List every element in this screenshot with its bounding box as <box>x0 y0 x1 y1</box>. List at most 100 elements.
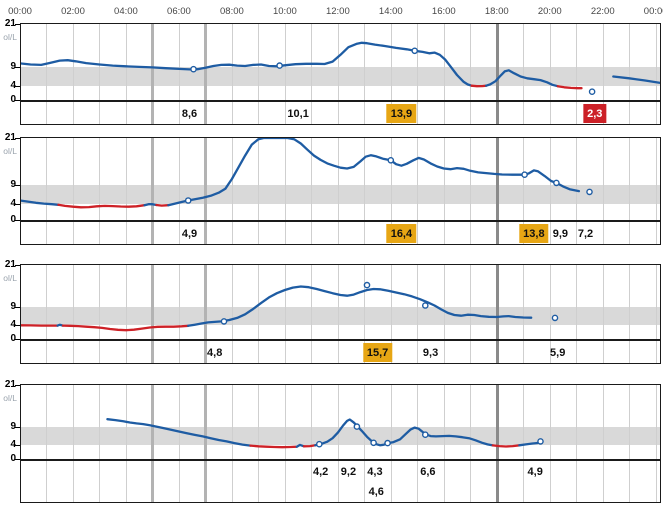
hour-gridline <box>179 138 180 220</box>
hour-gridline <box>656 461 657 503</box>
hour-gridline <box>576 24 577 100</box>
hour-gridline <box>126 138 127 220</box>
y-axis-label: 0 <box>10 94 16 105</box>
hour-gridline <box>629 102 630 125</box>
sensor-glucose-day-4-curve <box>106 418 544 449</box>
meter-value-high: 15,7 <box>362 343 393 362</box>
hour-gridline <box>391 265 392 339</box>
hour-gridline <box>444 341 445 364</box>
y-axis-tick <box>15 100 20 101</box>
hour-gridline <box>364 222 365 245</box>
zero-baseline <box>20 459 661 461</box>
bg-reading-marker <box>411 47 419 55</box>
y-axis-unit-label: ol/L <box>3 273 17 283</box>
hour-gridline <box>151 222 154 245</box>
hour-gridline <box>204 385 207 459</box>
hour-gridline <box>258 385 259 459</box>
y-axis-label: 9 <box>10 421 16 433</box>
glucose-trace <box>57 203 146 209</box>
chart-frame <box>20 264 661 364</box>
hour-gridline <box>338 461 339 503</box>
hour-gridline <box>46 385 47 459</box>
hour-gridline <box>550 265 551 339</box>
y-axis-label: 21 <box>4 259 16 270</box>
bg-reading-marker <box>421 302 429 309</box>
hour-gridline <box>338 265 339 339</box>
hour-gridline <box>73 222 74 245</box>
hour-gridline <box>204 265 207 339</box>
sensor-glucose-day-1-row: 21 9 4 0 ol/L 8,6 10,1 13,9 2,3 <box>0 19 663 125</box>
hour-gridline <box>285 265 286 339</box>
hour-gridline <box>99 138 100 220</box>
hour-gridline <box>232 24 233 100</box>
y-axis-label: 4 <box>10 79 16 91</box>
time-axis-label: 02:00 <box>61 6 85 17</box>
hour-gridline <box>364 24 365 100</box>
bg-reading-marker <box>315 440 323 448</box>
time-axis: 00:00 02:00 04:00 06:00 08:00 10:00 12:00 14:00… <box>0 6 663 21</box>
hour-gridline <box>204 138 207 220</box>
meter-value-normal: 10,1 <box>287 107 309 120</box>
hour-gridline <box>285 341 286 364</box>
hour-gridline <box>364 265 365 339</box>
y-axis-tick <box>15 24 20 25</box>
hour-gridline <box>364 461 365 503</box>
hour-gridline <box>444 138 445 220</box>
meter-value-normal: 6,6 <box>420 465 436 478</box>
glucose-trace <box>20 199 60 206</box>
hour-gridline <box>417 138 418 220</box>
y-axis-tick <box>15 385 20 386</box>
hour-gridline <box>444 102 445 125</box>
bg-reading-marker <box>384 439 391 447</box>
glucose-trace <box>61 324 190 332</box>
target-range-band <box>20 184 661 205</box>
hour-gridline <box>73 341 74 364</box>
time-axis-label: 08:00 <box>220 6 244 17</box>
sensor-glucose-day-2-row: 21 9 4 0 ol/L 4,9 16,4 13,8 9,9 7,2 <box>0 133 663 245</box>
hour-gridline <box>603 341 604 364</box>
hour-gridline <box>204 341 207 364</box>
hour-gridline <box>656 341 657 364</box>
hour-gridline <box>46 138 47 220</box>
glucose-trace <box>485 69 559 88</box>
hour-gridline <box>151 24 154 100</box>
meter-value-normal: 4,6 <box>368 485 384 498</box>
hour-gridline <box>258 138 259 220</box>
bg-reading-marker <box>537 438 544 445</box>
bg-reading-marker <box>353 423 361 430</box>
hour-gridline <box>417 24 418 100</box>
meter-value-high: 13,9 <box>386 104 417 123</box>
hour-gridline <box>46 461 47 503</box>
y-axis-tick <box>15 265 20 266</box>
hour-gridline <box>232 341 233 364</box>
hour-gridline <box>496 341 499 364</box>
glucose-trace <box>302 444 317 448</box>
hour-gridline <box>99 102 100 125</box>
hour-gridline <box>629 265 630 339</box>
hour-gridline <box>126 24 127 100</box>
y-axis-tick <box>15 445 20 446</box>
hour-gridline <box>629 385 630 459</box>
hour-gridline <box>179 265 180 339</box>
bg-reading-marker <box>190 65 197 73</box>
hour-gridline <box>204 461 207 503</box>
time-axis-label: 12:00 <box>325 6 350 17</box>
y-axis-tick <box>15 138 20 139</box>
zero-baseline <box>20 100 661 102</box>
y-axis-label: 9 <box>10 61 16 73</box>
hour-gridline <box>656 265 657 339</box>
hour-gridline <box>338 385 339 459</box>
hour-gridline <box>99 222 100 245</box>
hour-gridline <box>338 24 339 100</box>
hour-gridline <box>151 461 154 503</box>
hour-gridline <box>417 102 418 125</box>
hour-gridline <box>126 341 127 364</box>
hour-gridline <box>46 24 47 100</box>
glucose-trace <box>249 444 298 449</box>
hour-gridline <box>232 461 233 503</box>
sensor-glucose-day-3-value-strip: 4,8 15,7 9,3 5,9 <box>20 341 661 364</box>
bg-reading-marker <box>586 188 593 196</box>
bg-reading-marker <box>370 439 377 447</box>
y-axis-tick <box>15 204 20 205</box>
hour-gridline <box>232 265 233 339</box>
